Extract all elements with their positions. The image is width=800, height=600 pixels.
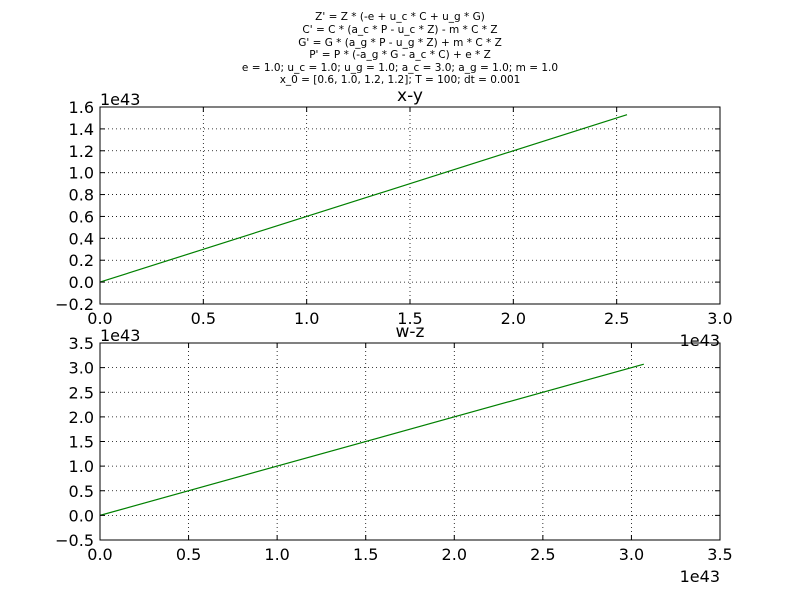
x-tick-label: 3.0 (619, 545, 644, 564)
x-offset-label: 1e43 (680, 331, 720, 350)
x-tick-label: 0.5 (191, 309, 216, 328)
subplot-x-y: x-y 1e43 1e43 0.0 0.5 1.0 1.5 2.0 2.5 3.0−0.20… (55, 86, 733, 350)
suptitle-line-3: G' = G * (a_g * P - u_g * Z) + m * C * Z (298, 37, 502, 49)
subplot-title: w-z (396, 322, 425, 342)
y-tick-label: −0.5 (55, 531, 94, 550)
y-tick-label: 0.4 (69, 229, 94, 248)
suptitle-line-1: Z' = Z * (-e + u_c * C + u_g * G) (315, 11, 485, 23)
suptitle-line-5: e = 1.0; u_c = 1.0; u_g = 1.0; a_c = 3.0… (242, 62, 558, 74)
subplot-title: x-y (397, 86, 423, 106)
suptitle-line-4: P' = P * (-a_g * G - a_c * C) + e * Z (309, 49, 491, 61)
subplot-w-z: w-z 1e43 1e43 0.0 0.5 1.0 1.5 2.0 2.5 3.0 3.5 −0… (55, 322, 733, 586)
y-tick-label: −0.2 (55, 295, 94, 314)
y-tick-label: 1.0 (69, 164, 94, 183)
x-tick-label: 1.5 (397, 309, 422, 328)
y-tick-label: 0.0 (69, 273, 94, 292)
x-tick-label: 0.5 (176, 545, 201, 564)
x-tick-label: 0.0 (87, 309, 112, 328)
x-tick-label: 2.5 (604, 309, 629, 328)
x-tick-label: 1.0 (264, 545, 289, 564)
y-tick-label: 3.5 (69, 334, 94, 353)
axes-frame (99, 106, 721, 305)
y-tick-label: 1.2 (69, 142, 94, 161)
x-offset-label: 1e43 (680, 567, 720, 586)
y-tick-label: 2.5 (69, 383, 94, 402)
x-tick-label: 3.0 (707, 309, 732, 328)
y-tick-label: 2.0 (69, 408, 94, 427)
x-tick-label: 2.0 (501, 309, 526, 328)
y-tick-label: 1.5 (69, 433, 94, 452)
y-tick-label: 1.6 (69, 98, 94, 117)
series-line (99, 363, 644, 516)
y-tick-label: 0.8 (69, 186, 94, 205)
suptitle-line-6: x_0 = [0.6, 1.0, 1.2, 1.2]; T = 100; dt … (280, 74, 521, 86)
x-tick-label: 2.5 (530, 545, 555, 564)
y-tick-label: 0.2 (69, 251, 94, 270)
x-tick-label: 1.0 (294, 309, 319, 328)
y-offset-label: 1e43 (100, 326, 140, 345)
y-offset-label: 1e43 (100, 90, 140, 109)
suptitle: Z' = Z * (-e + u_c * C + u_g * G) C' = C… (242, 11, 558, 86)
x-tick-label: 1.5 (353, 545, 378, 564)
y-tick-label: 1.0 (69, 457, 94, 476)
y-tick-label: 0.6 (69, 207, 94, 226)
y-tick-label: 3.0 (69, 359, 94, 378)
suptitle-line-2: C' = C * (a_c * P - u_c * Z) - m * C * Z (302, 24, 497, 36)
x-tick-label: 2.0 (442, 545, 467, 564)
y-tick-label: 0.0 (69, 506, 94, 525)
y-tick-label: 0.5 (69, 482, 94, 501)
x-tick-label: 3.5 (707, 545, 732, 564)
y-tick-label: 1.4 (69, 120, 94, 139)
x-tick-label: 0.0 (87, 545, 112, 564)
series-line (99, 114, 628, 283)
